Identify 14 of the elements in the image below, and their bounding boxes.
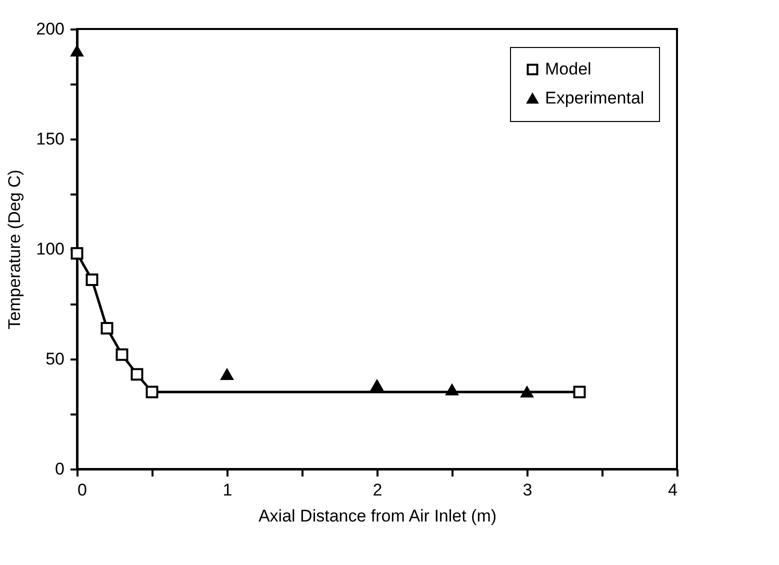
x-tick-label: 4 <box>668 480 678 500</box>
y-tick-label: 50 <box>46 350 64 368</box>
y-tick-label: 0 <box>55 460 64 478</box>
legend-label: Model <box>545 60 592 78</box>
x-tick-label: 0 <box>78 480 87 500</box>
x-tick-label: 3 <box>522 480 532 500</box>
x-tick-label: 2 <box>372 480 382 500</box>
y-tick-label: 150 <box>36 130 64 148</box>
x-axis-title: Axial Distance from Air Inlet (m) <box>258 506 497 526</box>
legend-label: Experimental <box>545 88 644 108</box>
y-tick-label: 100 <box>36 240 64 258</box>
y-axis-title: Temperature (Deg C) <box>5 170 24 330</box>
y-tick-label: 200 <box>36 20 64 38</box>
x-tick-label: 1 <box>222 480 232 500</box>
